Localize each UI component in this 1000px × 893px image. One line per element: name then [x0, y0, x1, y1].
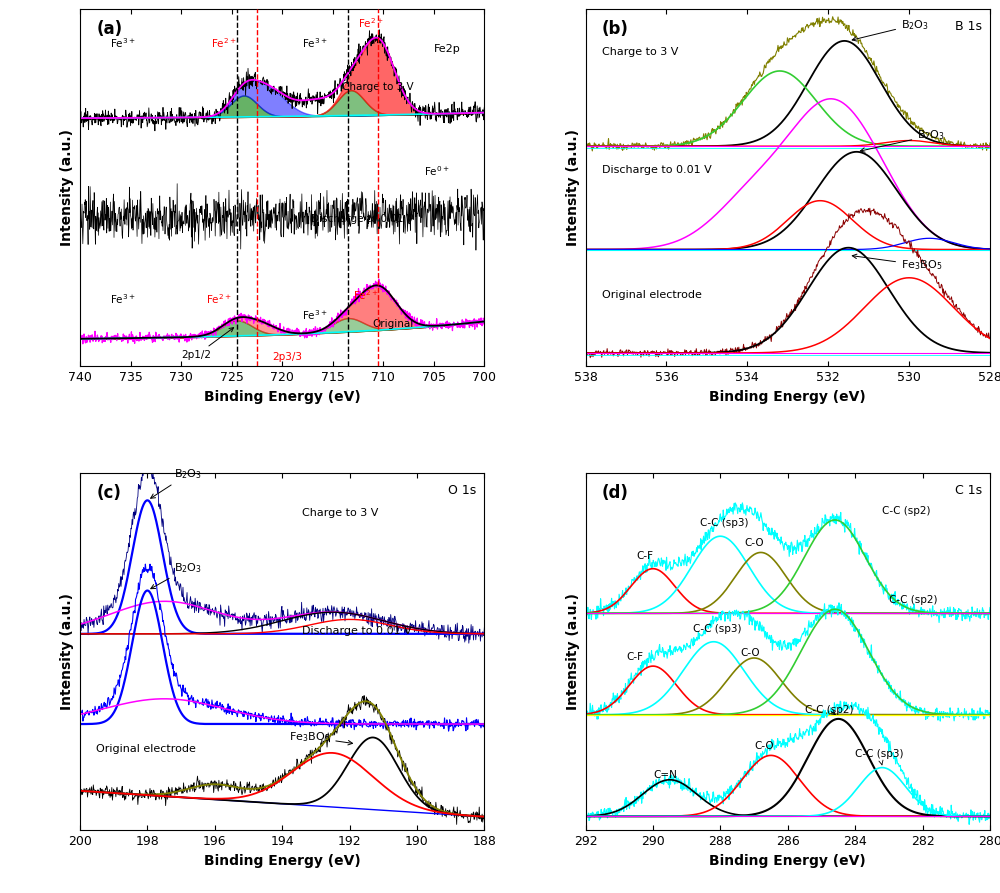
X-axis label: Binding Energy (eV): Binding Energy (eV) [709, 389, 866, 404]
Text: B$_2$O$_3$: B$_2$O$_3$ [852, 18, 929, 41]
Text: (d): (d) [602, 484, 629, 502]
Text: 2p1/2: 2p1/2 [181, 328, 234, 361]
Text: Original electrode: Original electrode [96, 744, 196, 754]
Text: Fe$^{3+}$: Fe$^{3+}$ [302, 308, 328, 321]
Text: Discharge to 0.01 V: Discharge to 0.01 V [302, 626, 412, 636]
Text: C-C (sp2): C-C (sp2) [805, 705, 853, 714]
Text: Charge to 3 V: Charge to 3 V [342, 82, 414, 93]
Text: C-C (sp3): C-C (sp3) [855, 749, 904, 765]
Text: Fe$^{2+}$: Fe$^{2+}$ [211, 36, 237, 50]
Text: B$_2$O$_3$: B$_2$O$_3$ [151, 467, 202, 498]
Text: Fe$^{3+}$: Fe$^{3+}$ [302, 36, 328, 50]
Y-axis label: Intensity (a.u.): Intensity (a.u.) [566, 593, 580, 711]
Text: Fe$_3$BO$_5$: Fe$_3$BO$_5$ [852, 255, 942, 272]
Y-axis label: Intensity (a.u.): Intensity (a.u.) [60, 593, 74, 711]
Text: (b): (b) [602, 20, 629, 38]
Text: C-O: C-O [754, 741, 774, 751]
Text: C-C (sp2): C-C (sp2) [889, 595, 937, 605]
Text: C-C (sp3): C-C (sp3) [693, 623, 742, 634]
Text: (c): (c) [96, 484, 121, 502]
Text: C-F: C-F [636, 550, 653, 561]
Text: C-F: C-F [626, 652, 643, 662]
Text: C-C (sp3): C-C (sp3) [700, 518, 749, 528]
Text: Fe2p: Fe2p [434, 44, 461, 54]
Text: C 1s: C 1s [955, 484, 982, 497]
Text: Fe$_3$BO$_5$: Fe$_3$BO$_5$ [289, 730, 353, 745]
Text: Original electrode: Original electrode [602, 290, 702, 300]
Text: 2p3/3: 2p3/3 [272, 353, 302, 363]
X-axis label: Binding Energy (eV): Binding Energy (eV) [204, 389, 361, 404]
Y-axis label: Intensity (a.u.): Intensity (a.u.) [60, 129, 74, 246]
Text: Fe$^{2+}$: Fe$^{2+}$ [206, 292, 232, 306]
Text: Fe$^{2+}$: Fe$^{2+}$ [358, 17, 384, 30]
Text: B 1s: B 1s [955, 20, 982, 33]
Text: Fe$^{3+}$: Fe$^{3+}$ [110, 292, 136, 306]
Text: (a): (a) [96, 20, 122, 38]
X-axis label: Binding Energy (eV): Binding Energy (eV) [709, 854, 866, 868]
Text: O 1s: O 1s [448, 484, 476, 497]
Text: Fe$^{0+}$: Fe$^{0+}$ [424, 164, 450, 178]
X-axis label: Binding Energy (eV): Binding Energy (eV) [204, 854, 361, 868]
Text: Fe$^{2+}$: Fe$^{2+}$ [353, 288, 379, 302]
Text: B$_2$O$_3$: B$_2$O$_3$ [860, 129, 945, 152]
Text: C=N: C=N [653, 770, 677, 780]
Text: Original: Original [372, 320, 414, 330]
Text: Charge to 3 V: Charge to 3 V [302, 508, 379, 518]
Text: Discharge to 0.01 V: Discharge to 0.01 V [602, 165, 711, 175]
Text: C-O: C-O [741, 648, 760, 658]
Text: Fe$^{3+}$: Fe$^{3+}$ [110, 36, 136, 50]
Text: Charge to 3 V: Charge to 3 V [602, 47, 678, 57]
Text: B$_2$O$_3$: B$_2$O$_3$ [151, 561, 202, 588]
Y-axis label: Intensity (a.u.): Intensity (a.u.) [566, 129, 580, 246]
Text: Discharge to 0.01 V: Discharge to 0.01 V [311, 214, 414, 224]
Text: C-O: C-O [744, 538, 764, 548]
Text: C-C (sp2): C-C (sp2) [882, 505, 931, 516]
